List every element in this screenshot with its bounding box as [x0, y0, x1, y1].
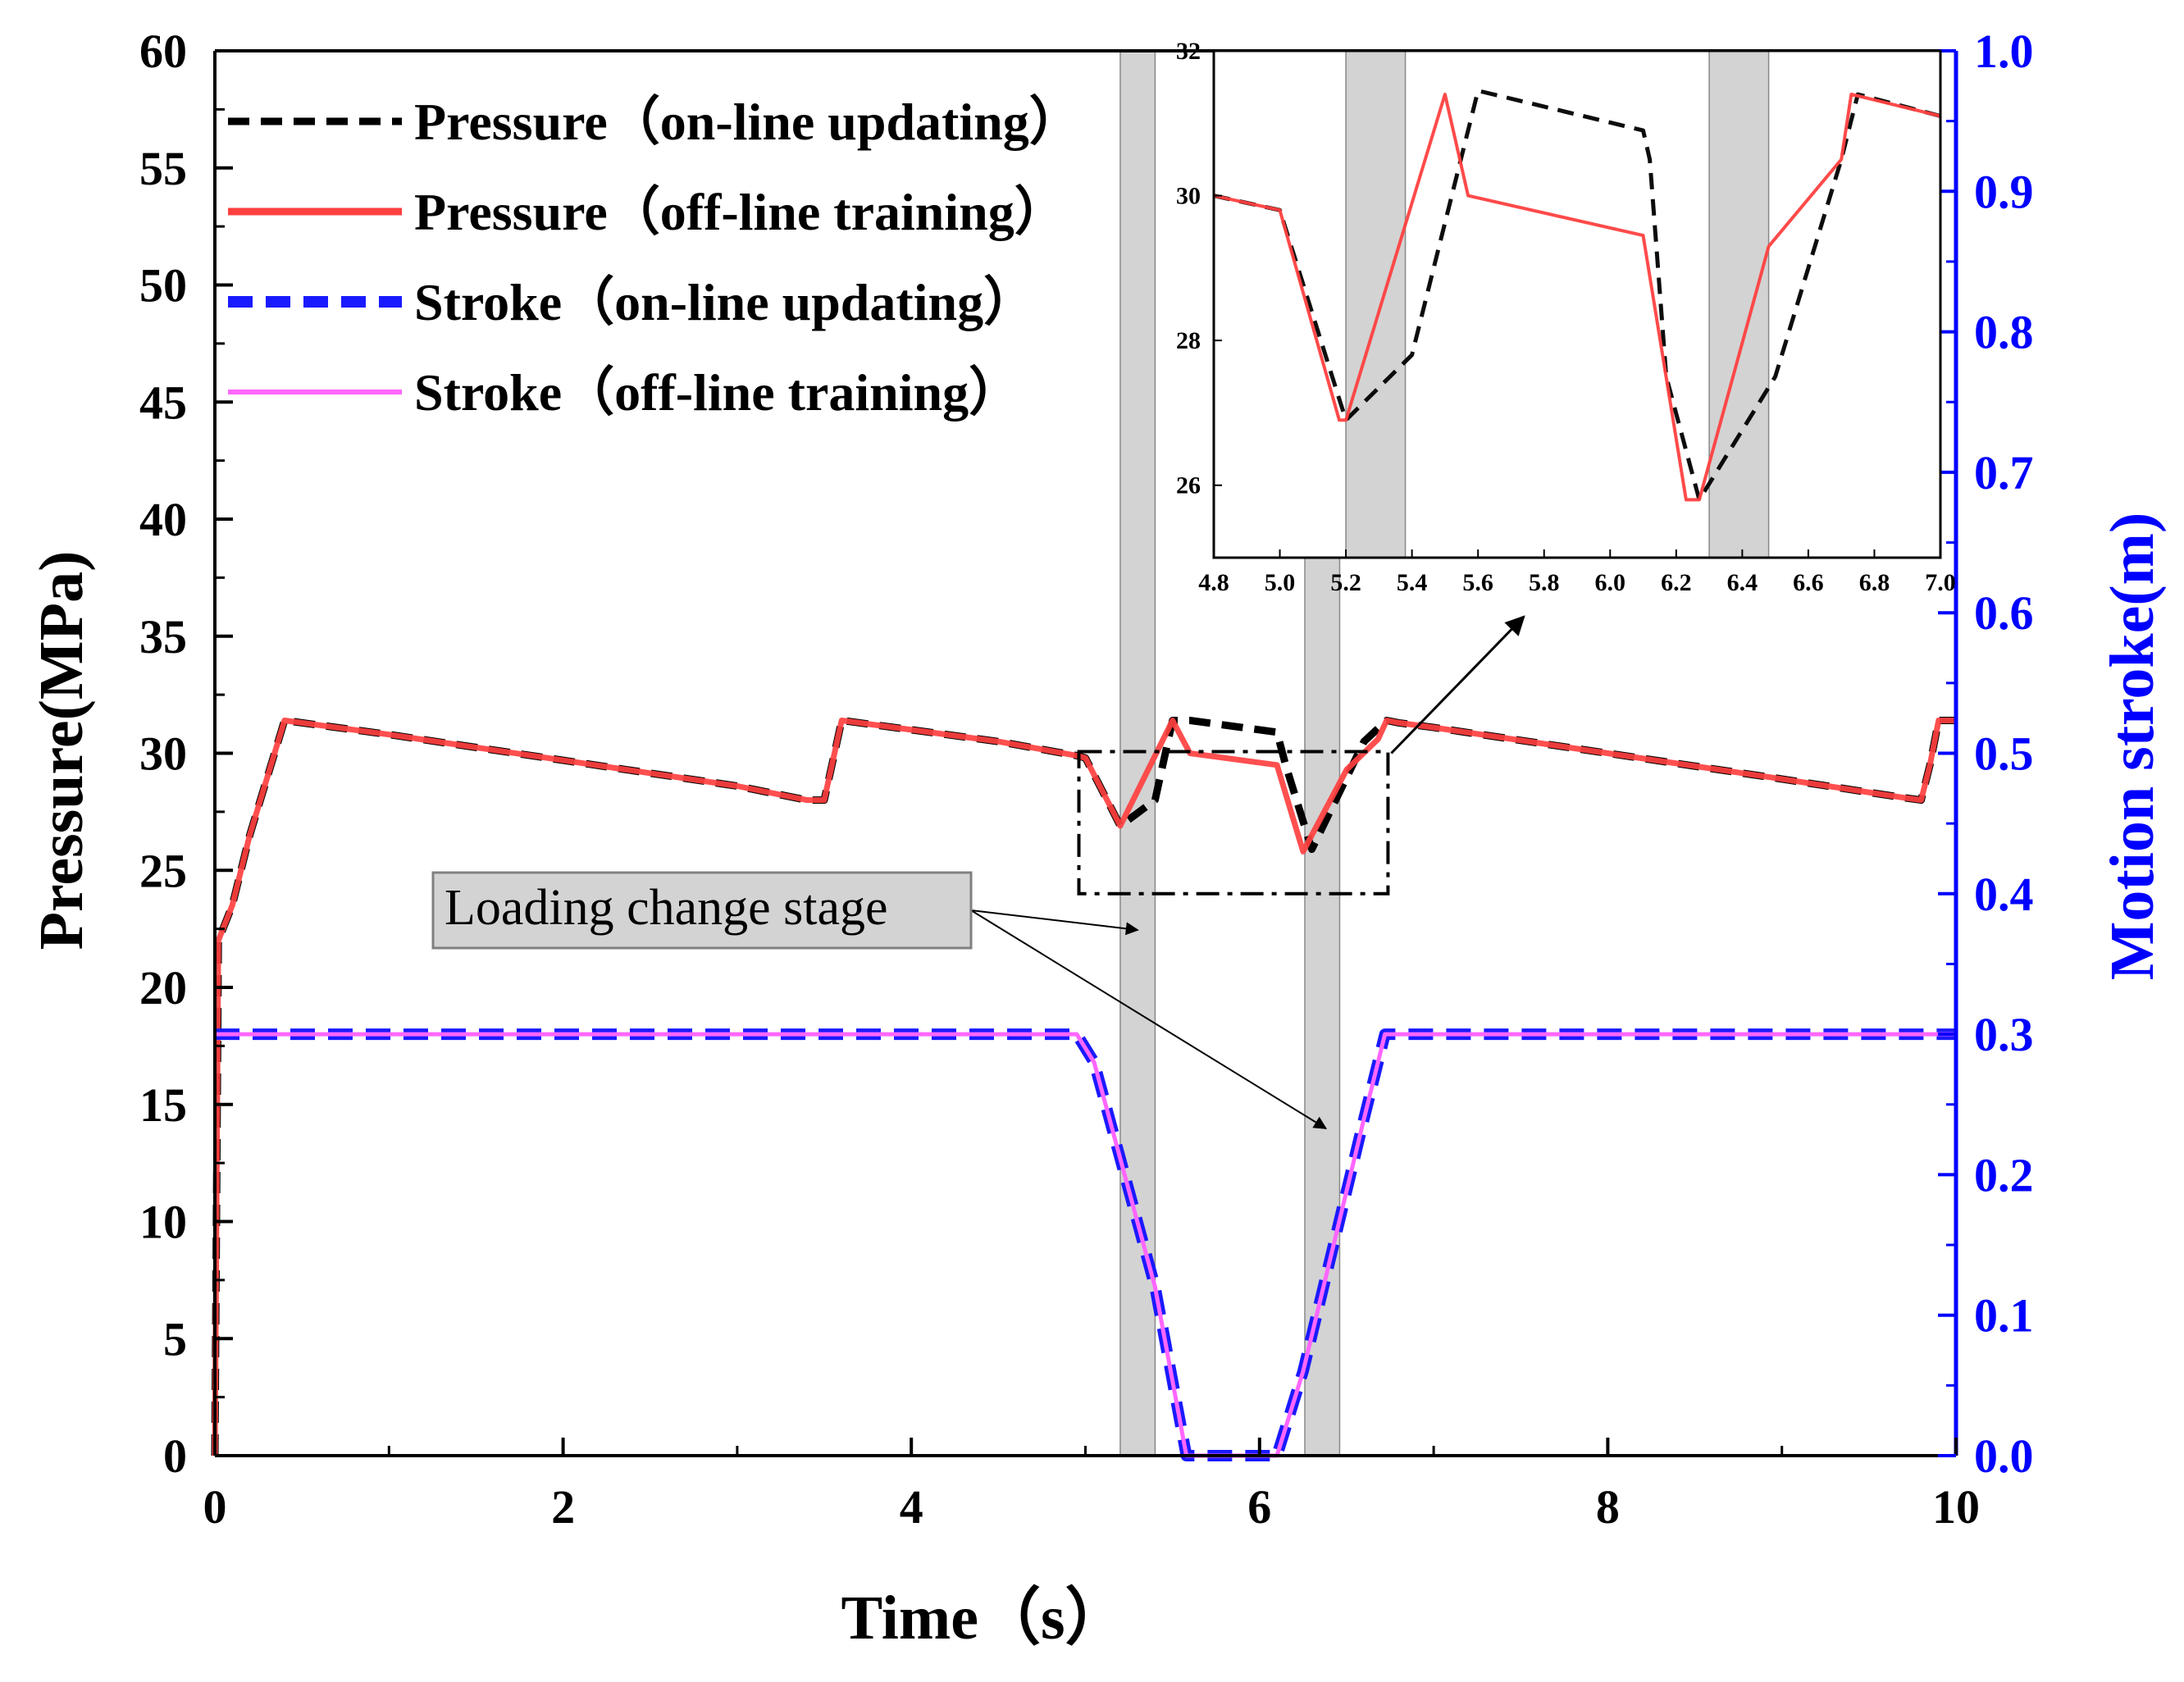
legend-label-pressure-offline: Pressure（off-line training） [414, 183, 1067, 241]
inset-x-tick-label: 6.4 [1727, 569, 1758, 596]
y2-tick-label: 0.8 [1974, 306, 2034, 359]
inset-x-tick-label: 6.2 [1661, 569, 1692, 596]
inset-background [1214, 51, 1940, 558]
callout-arrow-2 [970, 909, 1328, 1129]
x-tick-label: 6 [1247, 1480, 1271, 1534]
inset-shaded-region-2 [1708, 50, 1770, 558]
y-tick-label: 20 [139, 961, 187, 1014]
series-stroke-online [215, 1028, 1956, 1461]
x-tick-label: 0 [203, 1480, 227, 1534]
inset-chart: 4.8 5.0 5.2 5.4 5.6 5.8 6.0 6.2 6.4 6.6 6.8 7.0 26 28… [1176, 38, 1956, 596]
inset-x-tick-label: 5.6 [1462, 569, 1493, 596]
inset-series-pressure-online [1213, 89, 1941, 502]
inset-x-tick-label: 6.8 [1859, 569, 1890, 596]
callout-box [431, 871, 973, 950]
inset-shaded-region-1 [1345, 50, 1407, 558]
inset-y-tick-label: 26 [1176, 472, 1201, 499]
zoom-arrow [1390, 615, 1525, 754]
x-tick-label: 2 [551, 1480, 575, 1534]
y-tick-label: 50 [139, 259, 187, 312]
y2-tick-label: 0.0 [1974, 1429, 2034, 1483]
y-tick-label: 0 [163, 1429, 187, 1483]
inset-x-tick-label: 4.8 [1198, 569, 1229, 596]
y-tick-label: 15 [139, 1078, 187, 1132]
series-pressure-offline [212, 718, 1956, 1456]
x-tick-label: 10 [1932, 1480, 1980, 1534]
y-tick-label: 10 [139, 1196, 187, 1249]
legend-label-pressure-online: Pressure（on-line updating） [414, 93, 1082, 151]
legend-label-stroke-offline: Stroke（off-line training） [414, 363, 1021, 422]
x-axis-title: Time（s） [841, 1584, 1127, 1652]
inset-frame [1212, 49, 1942, 559]
y2-tick-label: 0.2 [1974, 1148, 2034, 1201]
inset-x-tick-label: 5.2 [1330, 569, 1361, 596]
y2-tick-label: 0.3 [1974, 1008, 2034, 1061]
inset-y-tick-label: 28 [1176, 327, 1201, 354]
y2-tick-label: 0.6 [1974, 586, 2034, 640]
legend: Pressure（on-line updating） Pressure（off-… [228, 93, 1082, 422]
y2-axis-title: Motion stroke(m) [2098, 513, 2167, 981]
inset-series-pressure-offline [1213, 93, 1941, 502]
series-layer [211, 717, 1956, 1461]
x-tick-label: 4 [900, 1480, 923, 1534]
legend-label-stroke-online: Stroke（on-line updating） [414, 273, 1036, 331]
inset-x-tick-label: 6.0 [1595, 569, 1626, 596]
inset-x-tick-label: 5.4 [1397, 569, 1428, 596]
y-tick-label: 55 [139, 142, 187, 195]
inset-x-tick-label: 6.6 [1793, 569, 1824, 596]
series-pressure-online [211, 717, 1956, 1456]
inset-x-tick-label: 5.8 [1529, 569, 1560, 596]
y-tick-label: 30 [139, 727, 187, 781]
inset-x-tick-label: 7.0 [1925, 569, 1956, 596]
y2-tick-label: 0.4 [1974, 868, 2034, 921]
y2-tick-label: 0.9 [1974, 165, 2034, 218]
y-tick-label: 25 [139, 844, 187, 897]
y-tick-label: 40 [139, 493, 187, 546]
inset-x-tick-label: 5.0 [1265, 569, 1296, 596]
series-stroke-offline [215, 1032, 1956, 1458]
y2-tick-label: 0.7 [1974, 446, 2034, 499]
y-tick-label: 60 [139, 25, 187, 78]
inset-y-tick-label: 30 [1176, 183, 1201, 210]
y-tick-label: 35 [139, 610, 187, 663]
y-tick-label: 45 [139, 376, 187, 429]
inset-ticks-layer: 4.8 5.0 5.2 5.4 5.6 5.8 6.0 6.2 6.4 6.6 6.8 7.0 26 28… [1176, 38, 1956, 596]
callout-arrow-1 [970, 909, 1139, 936]
x-tick-label: 8 [1596, 1480, 1620, 1534]
y2-tick-label: 0.5 [1974, 727, 2034, 781]
y2-tick-label: 0.1 [1974, 1289, 2034, 1342]
y2-tick-label: 1.0 [1974, 25, 2034, 78]
y-axis-title: Pressure(MPa) [27, 551, 96, 950]
y-tick-label: 5 [163, 1312, 187, 1365]
tick-labels-layer: 0 2 4 6 8 10 0 5 10 15 20 25 30 35 40 45 50 55 60 0.0 0.1 0.2… [139, 25, 2034, 1534]
callout-text: Loading change stage [445, 880, 888, 936]
inset-series-layer [1213, 89, 1941, 502]
inset-y-tick-label: 32 [1176, 38, 1201, 65]
zoom-box [1077, 750, 1390, 896]
